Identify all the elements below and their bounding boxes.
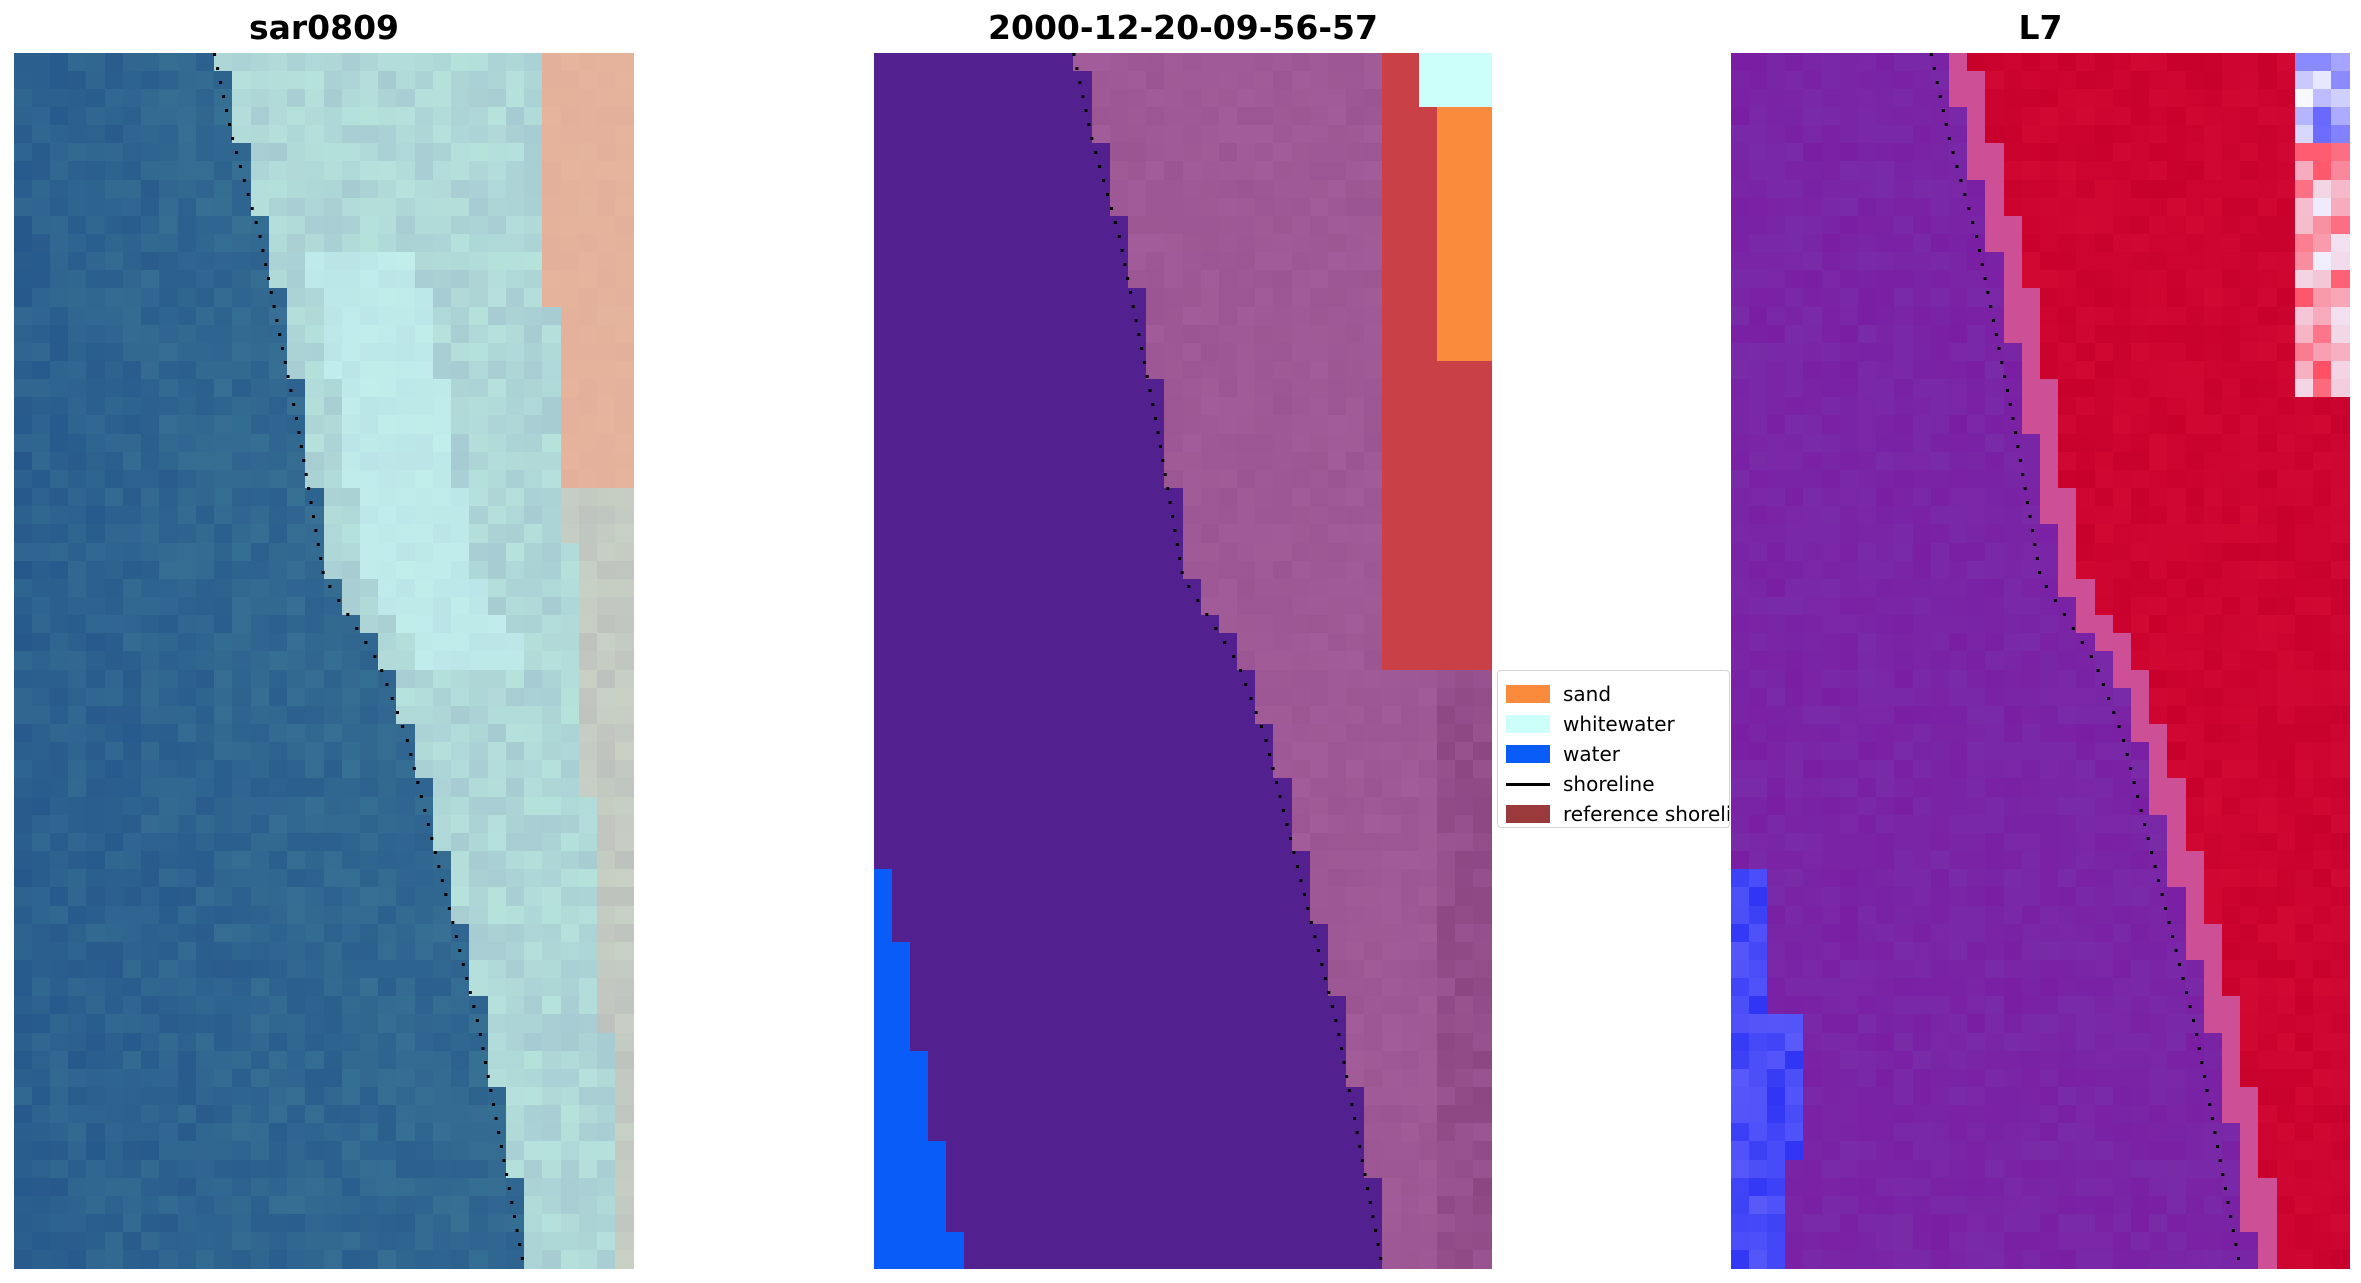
legend-swatch-reference-shoreline [1506, 805, 1550, 823]
legend-label-reference-shoreline: reference shoreline [1563, 802, 1729, 826]
legend-label-whitewater: whitewater [1563, 712, 1675, 736]
panel-title-rgb: sar0809 [248, 8, 400, 47]
panel-ndwi: L7 [1731, 0, 2350, 1283]
legend-line-shoreline [1506, 782, 1550, 786]
legend-item-whitewater: whitewater [1498, 709, 1729, 739]
legend-swatch-sand [1506, 685, 1550, 703]
panel-title-classified: 2000-12-20-09-56-57 [988, 8, 1378, 47]
legend-swatch-water [1506, 745, 1550, 763]
legend: sand whitewater water shoreline referenc… [1497, 670, 1730, 828]
legend-label-shoreline: shoreline [1563, 772, 1655, 796]
panel-classified: 2000-12-20-09-56-57 [874, 0, 1492, 1283]
legend-swatch-whitewater [1506, 715, 1550, 733]
classified-image [874, 53, 1492, 1269]
panel-rgb: sar0809 [14, 0, 634, 1283]
legend-item-water: water [1498, 739, 1729, 769]
legend-label-water: water [1563, 742, 1620, 766]
panel-title-ndwi: L7 [2018, 8, 2063, 47]
legend-item-reference-shoreline: reference shoreline [1498, 799, 1729, 827]
index-image [1731, 53, 2350, 1269]
legend-label-sand: sand [1563, 682, 1612, 706]
rgb-satellite-image [14, 53, 634, 1269]
legend-item-shoreline: shoreline [1498, 769, 1729, 799]
legend-item-sand: sand [1498, 679, 1729, 709]
